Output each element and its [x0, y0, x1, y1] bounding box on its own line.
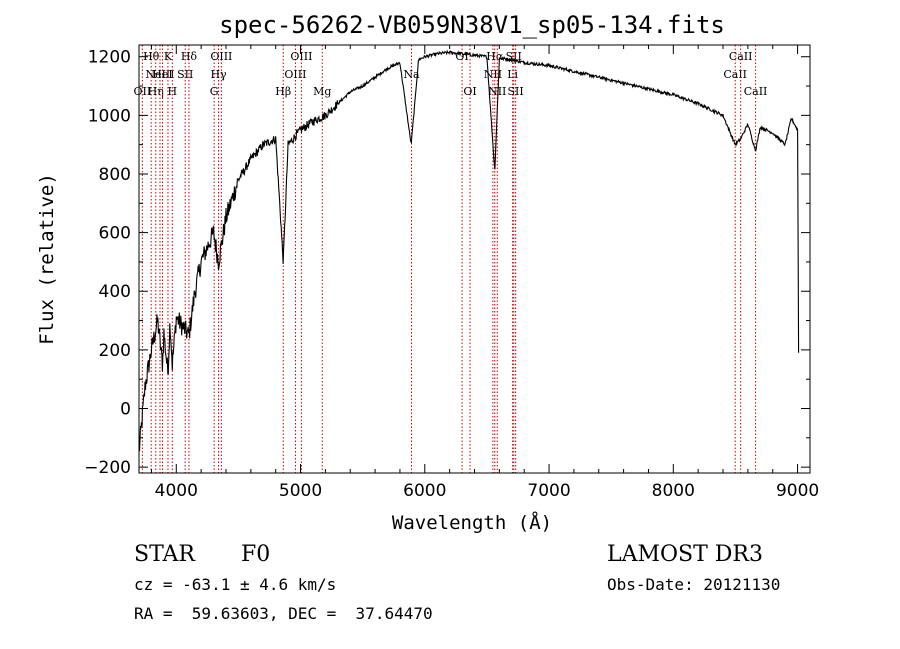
series-layer — [138, 49, 800, 452]
x-axis-label: Wavelength (Å) — [392, 511, 552, 534]
line-marker-label: OI — [463, 85, 476, 98]
redshift-value: cz = -63.1 ± 4.6 km/s — [134, 575, 336, 594]
y-tick-label: −200 — [84, 458, 131, 478]
line-marker-label: NeIII — [145, 68, 174, 81]
y-tick-label: 0 — [120, 400, 131, 420]
x-tick-label: 6000 — [403, 481, 446, 501]
y-tick-label: 400 — [99, 282, 131, 302]
y-axis-label: Flux (relative) — [36, 173, 58, 345]
y-tick-label: 1200 — [88, 48, 131, 68]
line-marker-label: OII — [133, 85, 151, 98]
subclass: F0 — [241, 542, 270, 567]
spectrum-line — [138, 49, 800, 452]
x-tick-label: 8000 — [652, 481, 695, 501]
line-marker-label: G — [210, 85, 219, 98]
line-marker-label: Hγ — [210, 68, 227, 81]
axis-ticks: 4000 5000 6000 7000 8000 9000 −200 0 200 400 600 80… — [84, 45, 819, 501]
line-marker-label: SII — [177, 68, 193, 81]
line-marker-label: K — [164, 50, 173, 63]
y-tick-label: 200 — [99, 341, 131, 361]
line-markers: OIIHθHηNeIIIHeIKHSIIHδGHγOIIIHβOIIIOIIIM… — [133, 45, 767, 473]
line-marker-label: Hδ — [181, 50, 198, 63]
line-marker-label: OIII — [210, 50, 232, 63]
line-marker-label: Hα — [486, 50, 504, 63]
line-marker-label: NII — [488, 85, 506, 98]
line-marker-label: Hη — [148, 85, 164, 98]
line-marker-label: HeI — [152, 68, 172, 81]
line-marker-label: CaII — [744, 85, 768, 98]
line-marker-label: Hβ — [275, 85, 291, 98]
line-marker-label: OIII — [284, 68, 306, 81]
x-tick-label: 4000 — [155, 481, 198, 501]
chart-title: spec-56262-VB059N38V1_sp05-134.fits — [219, 11, 725, 39]
x-tick-label: 9000 — [776, 481, 819, 501]
x-tick-label: 7000 — [527, 481, 570, 501]
line-marker-label: OIII — [290, 50, 312, 63]
line-marker-label: H — [168, 85, 178, 98]
line-marker-label: OI — [455, 50, 468, 63]
line-marker-label: CaII — [729, 50, 753, 63]
x-tick-label: 5000 — [279, 481, 322, 501]
observation-date: Obs-Date: 20121130 — [607, 575, 780, 594]
line-marker-label: Li — [507, 68, 518, 81]
y-tick-label: 1000 — [88, 106, 131, 126]
line-marker-label: Na — [403, 68, 420, 81]
object-class: STAR — [134, 542, 196, 567]
y-tick-label: 600 — [99, 224, 131, 244]
line-marker-label: SII — [508, 85, 524, 98]
coordinates: RA = 59.63603, DEC = 37.64470 — [134, 604, 433, 623]
line-marker-label: CaII — [723, 68, 747, 81]
y-tick-label: 800 — [99, 165, 131, 185]
survey-name: LAMOST DR3 — [607, 542, 763, 567]
line-marker-label: Mg — [313, 85, 331, 98]
